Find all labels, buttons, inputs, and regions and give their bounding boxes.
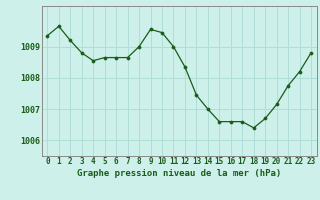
X-axis label: Graphe pression niveau de la mer (hPa): Graphe pression niveau de la mer (hPa) [77, 169, 281, 178]
